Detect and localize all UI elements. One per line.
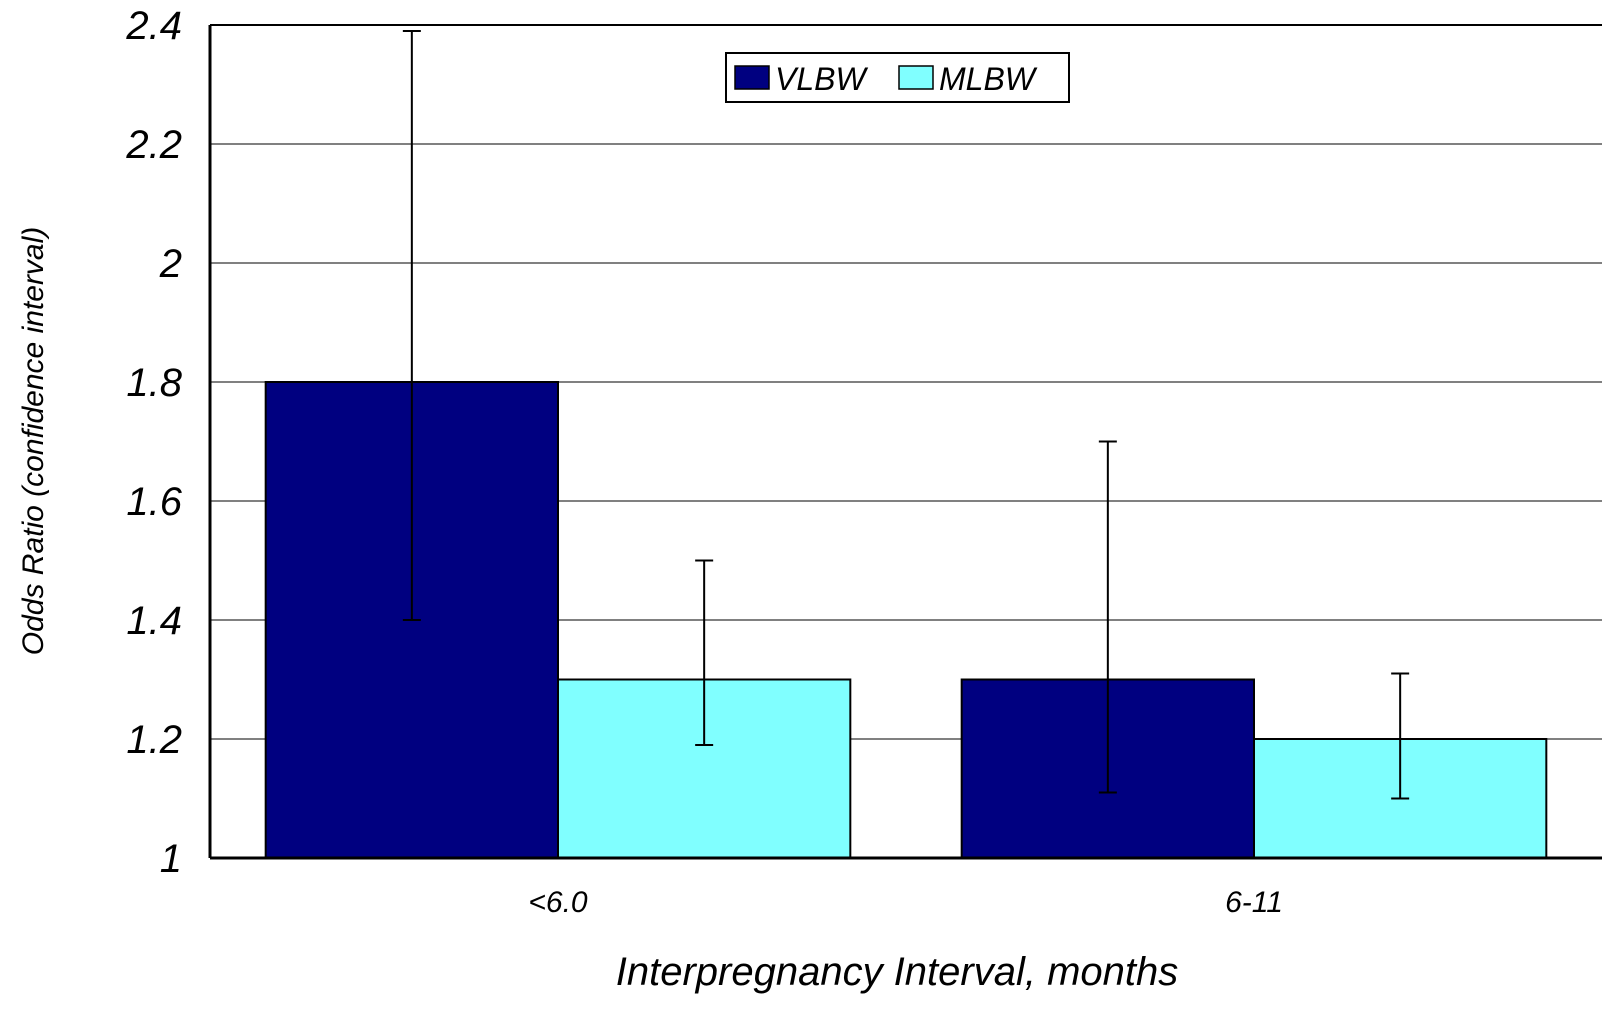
y-tick-labels: 1 1.2 1.4 1.6 1.8 2 2.2 2.4 xyxy=(125,4,182,881)
legend-box xyxy=(725,52,1070,103)
y-tick-label: 1.2 xyxy=(126,718,182,762)
y-tick-label: 1.8 xyxy=(126,361,182,405)
y-tick-label: 1 xyxy=(160,837,182,881)
x-tick-label: <6.0 xyxy=(528,886,588,919)
legend-swatch-vlbw xyxy=(734,65,770,90)
x-axis-title: Interpregnancy Interval, months xyxy=(616,950,1179,994)
legend-label-mlbw: MLBW xyxy=(939,61,1038,97)
y-tick-label: 1.4 xyxy=(126,599,182,643)
x-tick-labels: <6.0 6-11 xyxy=(528,886,1283,919)
y-axis-title: Odds Ratio (confidence interval) xyxy=(17,227,50,656)
x-tick-label: 6-11 xyxy=(1225,886,1283,919)
y-tick-label: 2 xyxy=(159,242,182,286)
y-tick-label: 2.4 xyxy=(125,4,182,48)
legend-label-vlbw: VLBW xyxy=(775,61,868,97)
y-tick-label: 1.6 xyxy=(126,480,182,524)
legend: VLBW MLBW xyxy=(725,52,1070,103)
legend-swatch-mlbw xyxy=(898,65,934,90)
y-tick-label: 2.2 xyxy=(125,123,182,167)
error-bars xyxy=(402,29,1410,800)
axes xyxy=(208,24,1602,860)
